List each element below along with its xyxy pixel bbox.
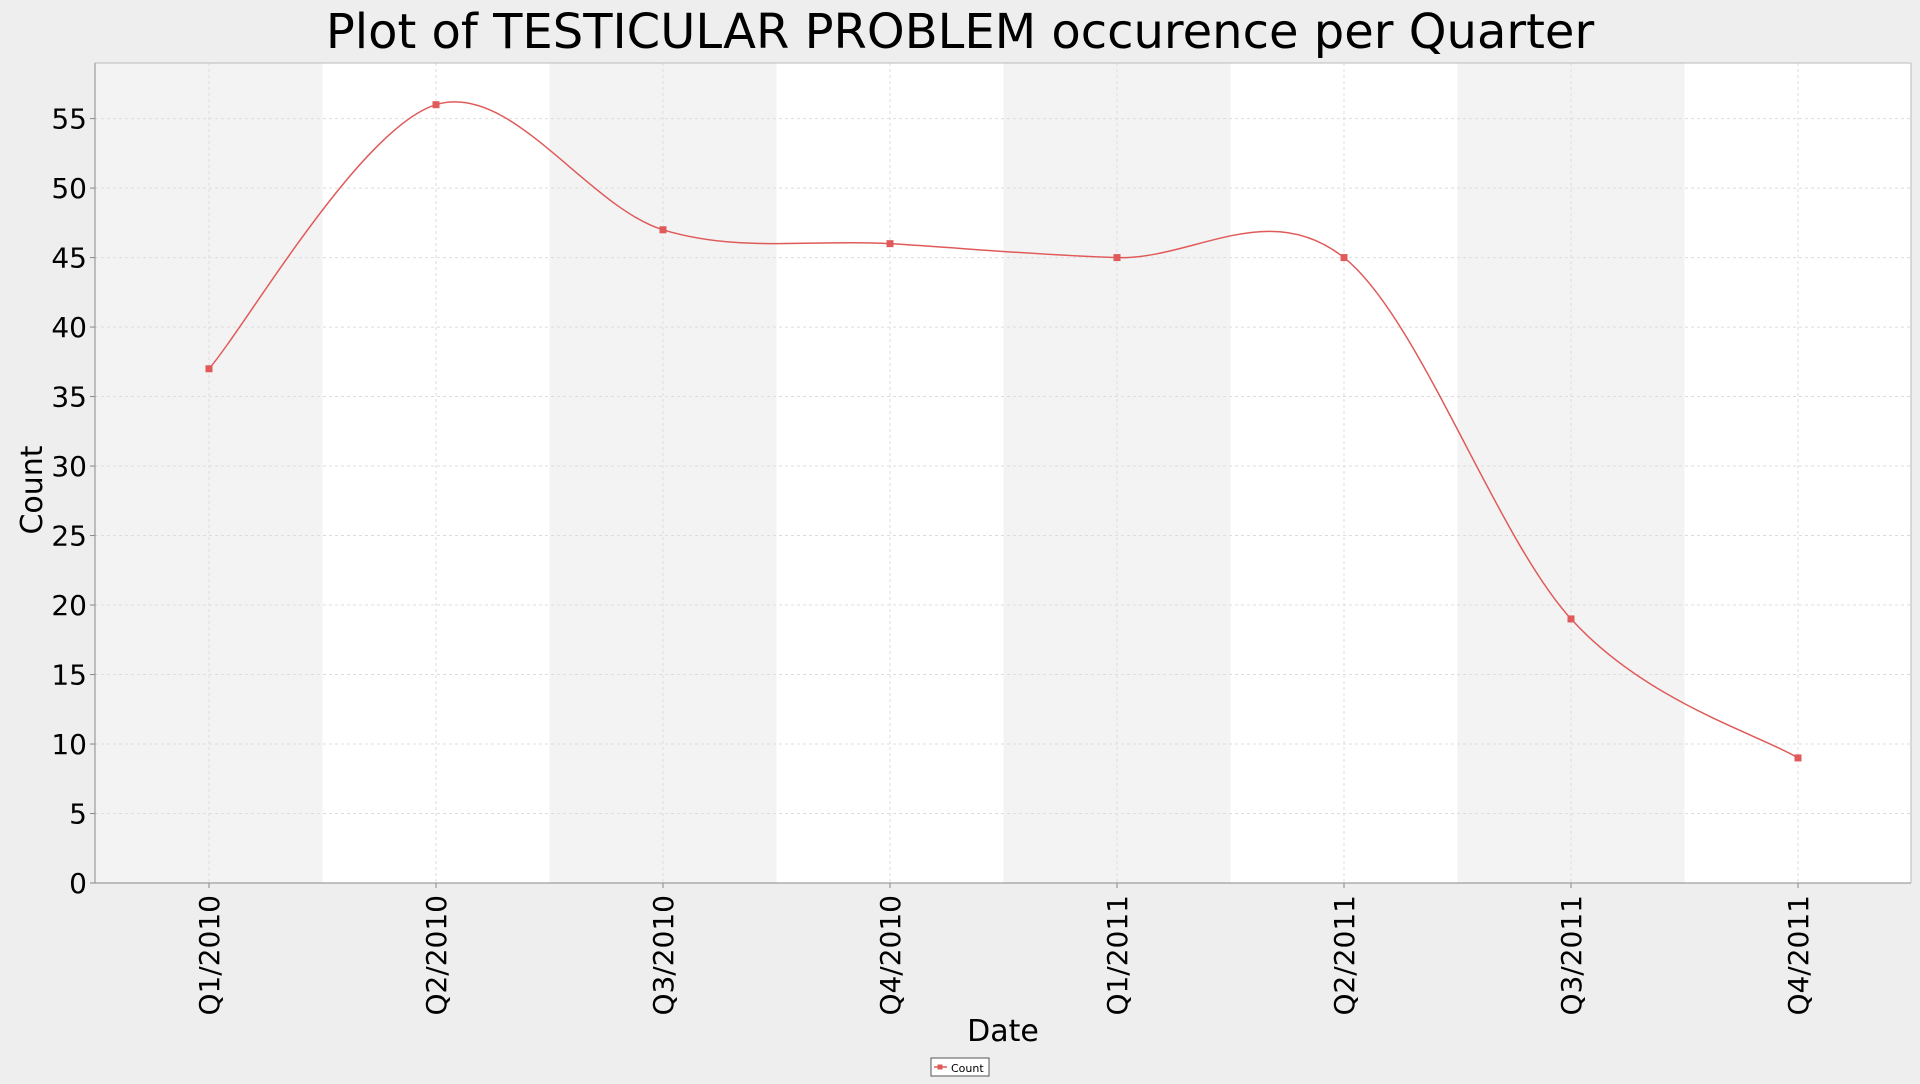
legend: Count <box>930 1057 990 1077</box>
data-point <box>432 101 440 109</box>
x-tick-label: Q1/2011 <box>1101 895 1134 1016</box>
data-point <box>659 226 667 234</box>
data-point <box>1567 615 1575 623</box>
x-tick-label: Q4/2010 <box>874 895 907 1016</box>
chart-title: Plot of TESTICULAR PROBLEM occurence per… <box>326 4 1595 60</box>
y-tick-label: 30 <box>51 450 87 483</box>
y-tick-label: 10 <box>51 728 87 761</box>
y-tick-label: 20 <box>51 589 87 622</box>
x-tick-label: Q2/2010 <box>420 895 453 1016</box>
x-tick-label: Q1/2010 <box>193 895 226 1016</box>
y-tick-label: 50 <box>51 172 87 205</box>
y-tick-label: 55 <box>51 103 87 136</box>
legend-box <box>930 1057 990 1077</box>
legend-marker <box>937 1064 943 1070</box>
y-tick-label: 40 <box>51 311 87 344</box>
data-point <box>1340 254 1348 262</box>
y-tick-label: 45 <box>51 242 87 275</box>
data-point <box>1113 254 1121 262</box>
y-tick-label: 0 <box>69 867 87 900</box>
y-tick-label: 5 <box>69 798 87 831</box>
y-axis-label: Count <box>15 445 50 534</box>
y-tick-label: 35 <box>51 381 87 414</box>
y-tick-label: 15 <box>51 659 87 692</box>
x-tick-label: Q4/2011 <box>1782 895 1815 1016</box>
x-tick-label: Q2/2011 <box>1328 895 1361 1016</box>
data-point <box>886 240 894 248</box>
data-point <box>205 365 213 373</box>
x-tick-label: Q3/2010 <box>647 895 680 1016</box>
legend-label: Count <box>951 1062 984 1075</box>
data-point <box>1794 754 1802 762</box>
x-tick-label: Q3/2011 <box>1555 895 1588 1016</box>
x-axis-label: Date <box>967 1014 1039 1049</box>
y-tick-label: 25 <box>51 520 87 553</box>
